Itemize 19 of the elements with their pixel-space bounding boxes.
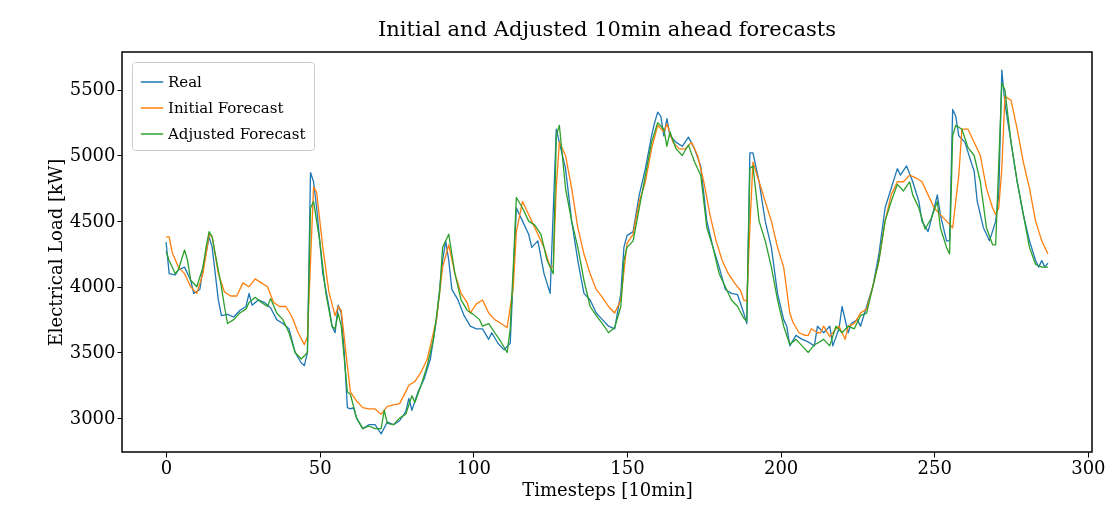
x-tick-label: 50 [308, 456, 332, 478]
x-tick-label: 0 [160, 456, 173, 478]
y-tick-label: 5000 [69, 143, 116, 165]
x-axis-title: Timesteps [10min] [522, 478, 693, 500]
y-axis-title: Electrical Load [kW] [44, 158, 66, 347]
x-tick-label: 150 [610, 456, 645, 478]
x-tick-label: 200 [763, 456, 799, 478]
legend-label: Adjusted Forecast [167, 125, 306, 143]
legend-label: Real [168, 73, 203, 91]
y-tick-label: 4500 [69, 209, 116, 231]
x-tick-label: 100 [456, 456, 492, 478]
y-tick-label: 3500 [69, 340, 116, 362]
x-tick-label: 250 [917, 456, 952, 478]
legend-label: Initial Forecast [168, 99, 284, 117]
chart-title: Initial and Adjusted 10min ahead forecasts [378, 17, 836, 41]
x-tick-label: 300 [1071, 456, 1106, 478]
y-tick-label: 3000 [69, 406, 116, 428]
y-tick-label: 5500 [69, 78, 116, 100]
y-tick-label: 4000 [69, 275, 116, 297]
